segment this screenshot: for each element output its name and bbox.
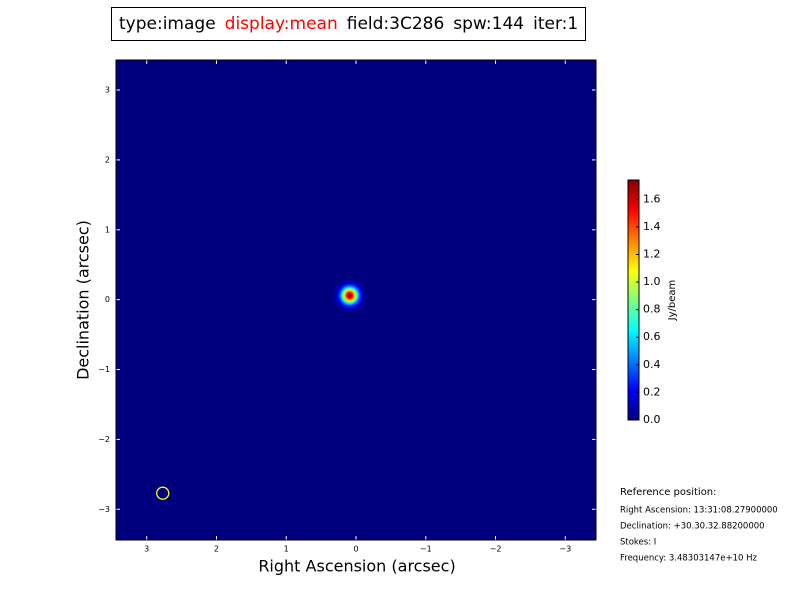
x-axis-label: Right Ascension (arcsec) <box>258 557 455 576</box>
y-tick-label: 0 <box>105 295 110 304</box>
y-tick-label: 1 <box>105 225 110 234</box>
reference-title: Reference position: <box>620 487 717 498</box>
colorbar-tick-label: 1.0 <box>643 275 661 288</box>
x-tick-label: −3 <box>559 545 571 554</box>
x-tick-label: 2 <box>214 545 219 554</box>
colorbar <box>627 179 640 421</box>
colorbar-tick-label: 1.6 <box>643 192 661 205</box>
reference-line: Declination: +30.30.32.88200000 <box>620 522 765 532</box>
marker <box>156 486 170 500</box>
source <box>332 278 367 313</box>
colorbar-tick-label: 0.0 <box>643 413 661 426</box>
y-tick-label: −1 <box>98 365 110 374</box>
reference-line: Right Ascension: 13:31:08.27900000 <box>620 506 778 516</box>
colorbar-tick-label: 0.2 <box>643 385 661 398</box>
reference-line: Frequency: 3.48303147e+10 Hz <box>620 554 757 564</box>
title-part: type:image <box>119 14 216 34</box>
x-tick-label: 0 <box>353 545 358 554</box>
x-tick-label: −1 <box>420 545 432 554</box>
title-part: display:mean <box>224 14 338 34</box>
colorbar-tick-label: 0.4 <box>643 358 661 371</box>
colorbar-tick-label: 1.2 <box>643 247 661 260</box>
colorbar-tick-label: 0.8 <box>643 303 661 316</box>
plot-frame <box>115 59 597 541</box>
title-part: spw:144 <box>453 14 525 34</box>
y-tick-label: 3 <box>105 86 110 95</box>
y-axis-label: Declination (arcsec) <box>74 220 93 380</box>
y-tick-label: −2 <box>98 435 110 444</box>
colorbar-tick-label: 1.4 <box>643 220 661 233</box>
title-box: type:image display:mean field:3C286 spw:144… <box>111 7 587 41</box>
x-tick-label: 3 <box>144 545 149 554</box>
colorbar-label: Jy/beam <box>667 280 678 322</box>
y-tick-label: 2 <box>105 155 110 164</box>
colorbar-tick-label: 0.6 <box>643 330 661 343</box>
title-part: iter:1 <box>533 14 579 34</box>
x-tick-label: −2 <box>490 545 502 554</box>
reference-line: Stokes: I <box>620 538 656 548</box>
y-tick-label: −3 <box>98 505 110 514</box>
title-part: field:3C286 <box>346 14 445 34</box>
x-tick-label: 1 <box>284 545 289 554</box>
